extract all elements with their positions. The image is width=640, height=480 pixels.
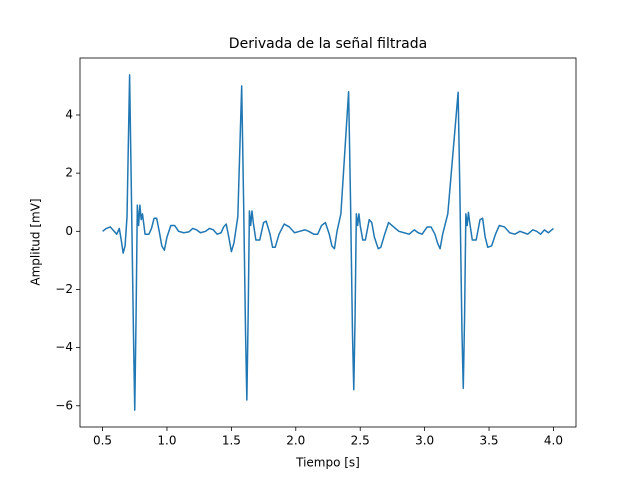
y-tick-label: −2 [55, 282, 73, 296]
x-tick-label: 3.0 [415, 434, 434, 448]
line-series [102, 74, 554, 411]
x-tick-label: 1.0 [157, 434, 176, 448]
plot-frame [79, 57, 577, 428]
y-tick-label: 0 [65, 224, 73, 238]
x-tick-label: 1.5 [222, 434, 241, 448]
y-tick-label: −4 [55, 340, 73, 354]
x-tick-label: 4.0 [544, 434, 563, 448]
y-tick-label: 4 [65, 107, 73, 121]
chart-title: Derivada de la señal filtrada [229, 36, 427, 52]
x-tick-label: 3.5 [479, 434, 498, 448]
x-tick-label: 0.5 [93, 434, 112, 448]
y-axis-label: Amplitud [mV] [29, 198, 43, 285]
x-tick-label: 2.5 [351, 434, 370, 448]
x-tick-label: 2.0 [286, 434, 305, 448]
y-tick-label: 2 [65, 166, 73, 180]
x-axis-label: Tiempo [s] [295, 456, 360, 470]
y-tick-label: −6 [55, 398, 73, 412]
